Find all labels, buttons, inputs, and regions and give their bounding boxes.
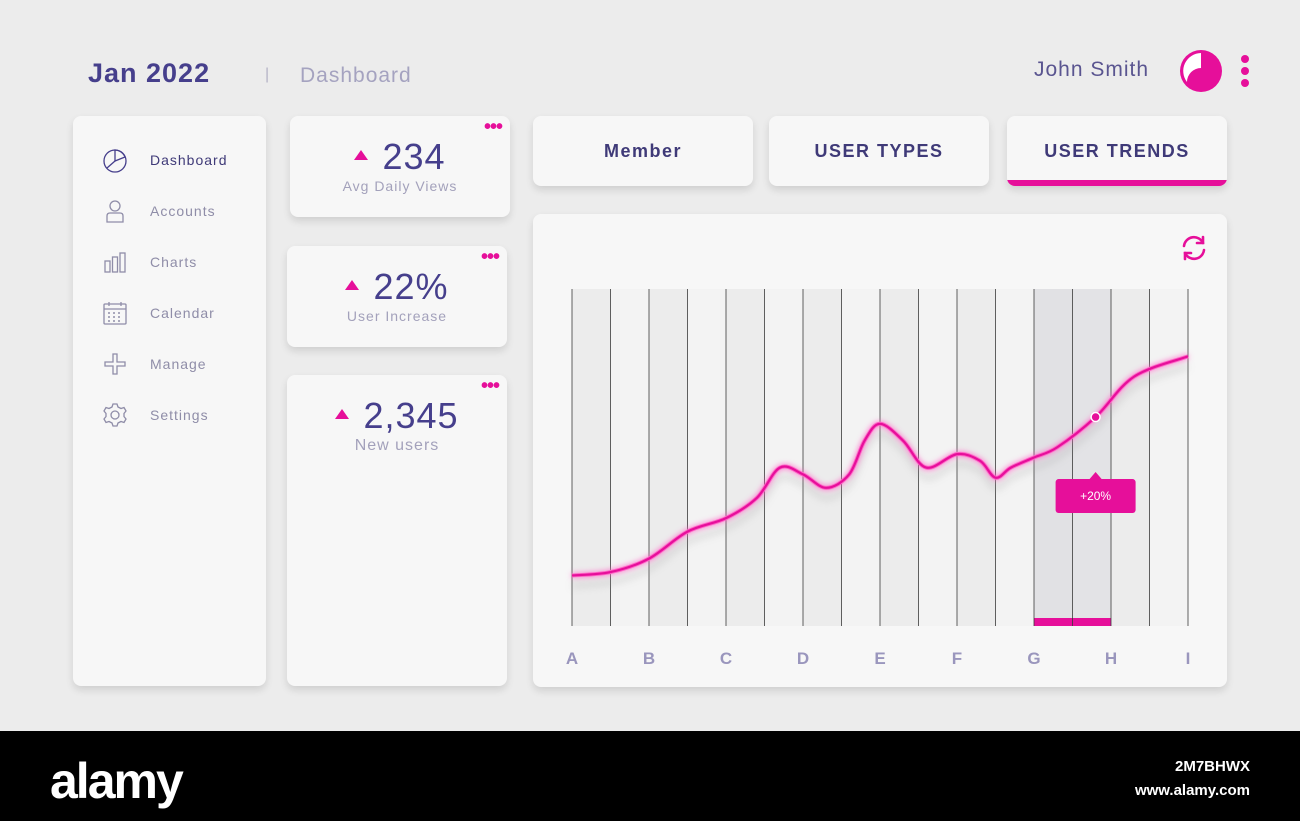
sidebar-item-label: Manage (150, 356, 207, 372)
chart-column-band (803, 289, 842, 626)
page-subtitle: Dashboard (300, 64, 412, 87)
stat-value: 234 (290, 136, 510, 178)
trend-up-icon (354, 150, 369, 161)
chart-column-band (880, 289, 919, 626)
sidebar-item-label: Calendar (150, 305, 215, 321)
sidebar-item-label: Dashboard (150, 152, 228, 168)
chart-column-band (726, 289, 765, 626)
tab-label: Member (603, 140, 683, 161)
plus-icon (104, 353, 126, 375)
trend-up-icon (335, 409, 350, 420)
chart-x-tick-label: I (1186, 649, 1191, 668)
chart-x-tick-label: D (797, 649, 809, 668)
refresh-icon[interactable] (1178, 232, 1210, 264)
card-menu-icon[interactable]: ••• (480, 375, 500, 397)
card-menu-icon[interactable]: ••• (483, 116, 503, 138)
chart-callout-pointer (1089, 472, 1102, 480)
chart-x-tick-label: G (1027, 649, 1040, 668)
chart-column-band (572, 289, 611, 626)
sidebar-item-manage[interactable]: Manage (101, 349, 251, 379)
chart-x-tick-label: H (1105, 649, 1117, 668)
sidebar-item-label: Settings (150, 407, 209, 423)
stat-label: Avg Daily Views (342, 178, 458, 194)
watermark-image-id: 2M7BHWX (1174, 758, 1250, 775)
stat-label: User Increase (346, 308, 448, 324)
chart-x-tick-label: B (643, 649, 655, 668)
active-tab-indicator (1007, 180, 1227, 186)
stat-value-text: 2,345 (363, 395, 459, 436)
tab-label: USER TRENDS (1044, 140, 1190, 161)
avatar[interactable] (1180, 50, 1222, 92)
chart-line-shadow (571, 364, 1189, 588)
more-menu-icon[interactable] (1241, 55, 1250, 87)
card-menu-icon[interactable]: ••• (480, 246, 500, 268)
calendar-icon (103, 302, 127, 325)
chart-x-tick-label: F (952, 649, 962, 668)
tab-user-types[interactable]: USER TYPES (769, 116, 989, 186)
chart-column-band (995, 289, 1034, 626)
dashboard-screen: Jan 2022 | Dashboard John Smith Dashboar… (73, 50, 1250, 687)
watermark-logo: alamy (50, 753, 184, 809)
sidebar: Dashboard Accounts Charts Calendar (73, 116, 266, 686)
stat-card-increase: ••• 22% User Increase (287, 246, 507, 347)
gear-icon (103, 403, 127, 427)
chart-data-point (1090, 411, 1101, 423)
watermark-id: 2M7BHWX www.alamy.com (1135, 755, 1250, 803)
stat-label: New users (354, 437, 440, 454)
tab-label: USER TYPES (814, 140, 944, 161)
chart-x-tick-label: C (720, 649, 732, 668)
tab-member[interactable]: Member (533, 116, 753, 186)
watermark-url: www.alamy.com (1134, 782, 1250, 799)
line-chart: +20% A B C D E F G H I (566, 289, 1191, 668)
chart-column-band (687, 289, 726, 626)
sidebar-item-label: Charts (150, 254, 198, 270)
user-icon (106, 200, 124, 223)
chart-column-band (1111, 289, 1150, 626)
stat-value: 2,345 (287, 395, 507, 437)
chart-x-tick-label: A (566, 649, 578, 668)
sidebar-item-label: Accounts (150, 203, 216, 219)
user-name[interactable]: John Smith (1034, 58, 1150, 81)
sidebar-item-calendar[interactable]: Calendar (101, 298, 251, 328)
user-trends-chart-card: +20% A B C D E F G H I (533, 214, 1227, 687)
sidebar-item-settings[interactable]: Settings (101, 400, 251, 430)
trend-up-icon (345, 280, 360, 291)
stat-value-text: 234 (382, 136, 446, 177)
stat-card-views: ••• 234 Avg Daily Views (290, 116, 510, 217)
chart-column-band (1149, 289, 1188, 626)
title-separator: | (265, 66, 270, 83)
page-title: Jan 2022 (88, 58, 211, 88)
sidebar-item-charts[interactable]: Charts (101, 247, 251, 277)
stat-value-text: 22% (373, 266, 449, 307)
chart-x-tick-label: E (874, 649, 885, 668)
chart-callout-label: +20% (1080, 489, 1111, 503)
pie-chart-icon (103, 149, 127, 173)
sidebar-item-accounts[interactable]: Accounts (101, 196, 251, 226)
chart-column-band (649, 289, 688, 626)
sidebar-item-dashboard[interactable]: Dashboard (101, 145, 251, 175)
stat-card-new-users: ••• 2,345 New users (287, 375, 507, 686)
watermark-bar (0, 731, 1300, 821)
chart-column-band (764, 289, 803, 626)
chart-callout-box (1055, 479, 1136, 514)
tab-user-trends[interactable]: USER TRENDS (1007, 116, 1227, 186)
stat-value: 22% (287, 266, 507, 308)
chart-series-line-core (571, 355, 1189, 577)
bar-chart-icon (104, 252, 126, 273)
